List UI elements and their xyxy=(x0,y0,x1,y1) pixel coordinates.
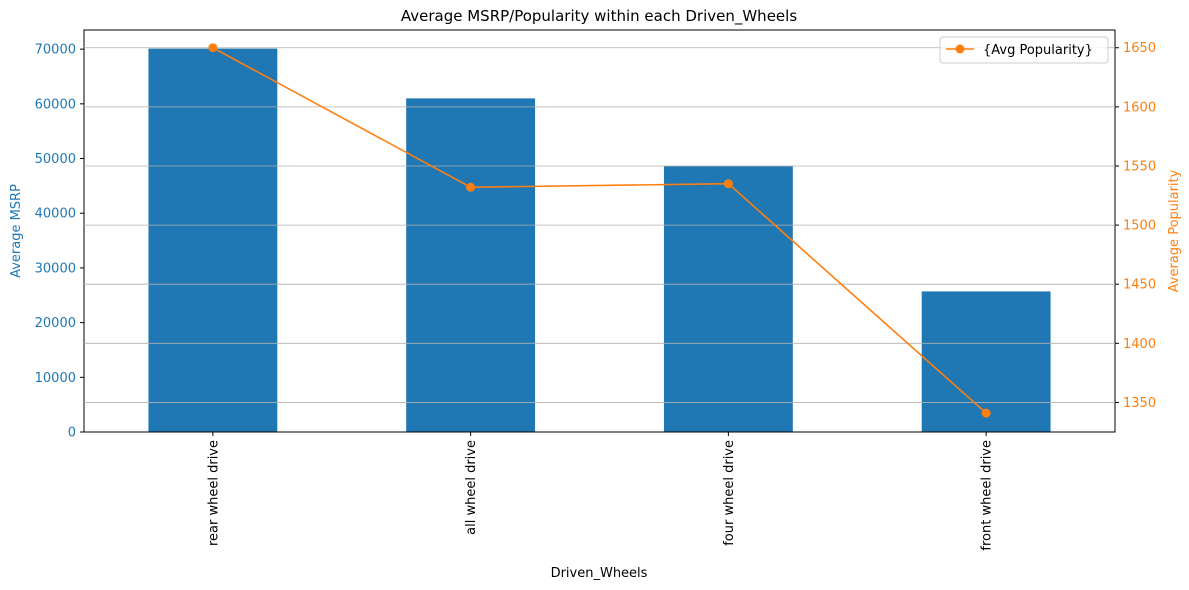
x-tick-label-0: rear wheel drive xyxy=(206,440,221,546)
bar-2 xyxy=(663,166,793,433)
y-left-tick-label-3: 30000 xyxy=(35,261,76,276)
x-tick-label-3: front wheel drive xyxy=(980,440,995,551)
legend: {Avg Popularity} xyxy=(939,36,1109,64)
legend-box xyxy=(939,36,1109,64)
y-left-tick-label-4: 40000 xyxy=(35,207,76,222)
x-axis-label: Driven_Wheels xyxy=(551,566,648,581)
popularity-point-3 xyxy=(981,408,991,418)
popularity-point-0 xyxy=(208,43,218,53)
popularity-point-1 xyxy=(466,182,476,192)
y-right-tick-label-4: 1550 xyxy=(1123,159,1156,174)
x-tick-label-1: all wheel drive xyxy=(464,440,479,535)
bar-1 xyxy=(406,98,536,433)
y-left-tick-label-0: 0 xyxy=(68,426,76,441)
y-left-tick-label-6: 60000 xyxy=(35,97,76,112)
popularity-point-2 xyxy=(723,179,733,189)
y-left-tick-label-2: 20000 xyxy=(35,316,76,331)
y-right-tick-label-0: 1350 xyxy=(1123,396,1156,411)
y-left-tick-label-5: 50000 xyxy=(35,152,76,167)
y-right-tick-label-6: 1650 xyxy=(1123,41,1156,56)
x-tick-label-2: four wheel drive xyxy=(722,440,737,546)
chart-title: Average MSRP/Popularity within each Driv… xyxy=(401,7,797,26)
bar-3 xyxy=(921,291,1051,432)
y-left-tick-label-1: 10000 xyxy=(35,371,76,386)
y-left-axis-label: Average MSRP xyxy=(9,184,24,278)
y-right-axis-label: Average Popularity xyxy=(1167,169,1182,292)
bars-layer xyxy=(148,48,1051,433)
y-right-tick-label-5: 1600 xyxy=(1123,100,1156,115)
legend-marker-swatch xyxy=(955,44,965,54)
axes-layer: 0 10000 20000 30000 40000 50000 60000 70000 1350… xyxy=(35,41,1156,550)
bar-0 xyxy=(148,48,278,432)
y-left-tick-label-7: 70000 xyxy=(35,43,76,58)
plot-frame xyxy=(83,29,1116,433)
y-right-tick-label-2: 1450 xyxy=(1123,278,1156,293)
y-right-tick-label-1: 1400 xyxy=(1123,337,1156,352)
popularity-line xyxy=(212,47,987,414)
legend-label: {Avg Popularity} xyxy=(983,43,1093,58)
y-right-tick-label-3: 1500 xyxy=(1123,219,1156,234)
